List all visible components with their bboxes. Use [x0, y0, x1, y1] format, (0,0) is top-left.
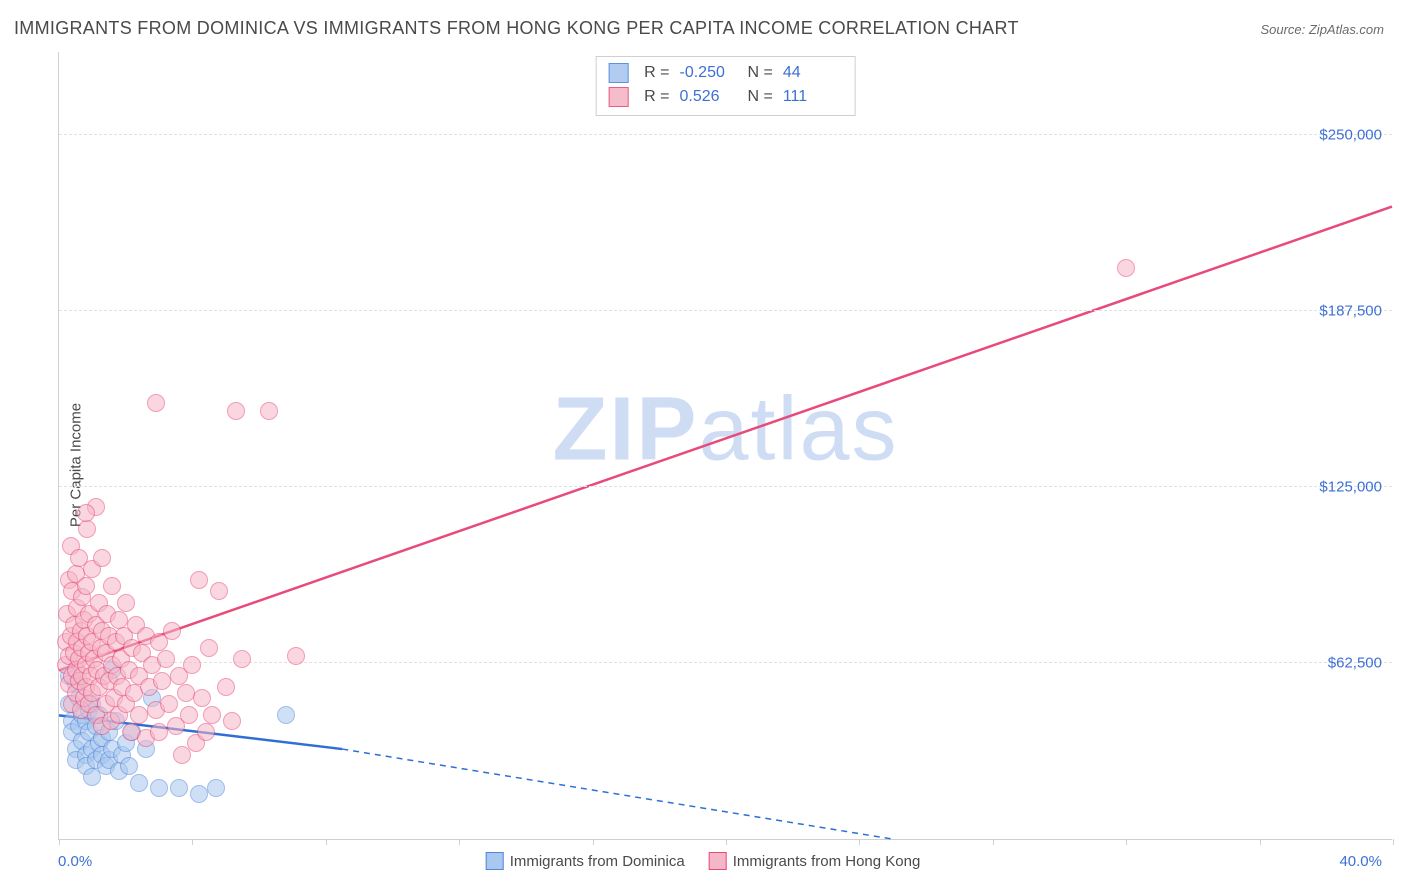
x-tick [59, 839, 60, 845]
data-point [177, 684, 195, 702]
data-point [287, 647, 305, 665]
data-point [163, 622, 181, 640]
y-tick-label: $62,500 [1328, 655, 1382, 672]
x-tick [726, 839, 727, 845]
series-swatch [486, 852, 504, 870]
data-point [197, 723, 215, 741]
n-value: 44 [783, 61, 841, 85]
data-point [260, 402, 278, 420]
stats-row: R = -0.250 N = 44 [608, 61, 841, 85]
data-point [77, 577, 95, 595]
y-tick-label: $125,000 [1319, 479, 1382, 496]
gridline [59, 310, 1392, 311]
data-point [200, 639, 218, 657]
data-point [130, 706, 148, 724]
source-attribution: Source: ZipAtlas.com [1260, 22, 1384, 37]
data-point [150, 723, 168, 741]
data-point [223, 712, 241, 730]
series-swatch [608, 63, 628, 83]
data-point [190, 785, 208, 803]
data-point [183, 656, 201, 674]
data-point [153, 672, 171, 690]
trend-line [59, 207, 1392, 671]
source-name: ZipAtlas.com [1309, 22, 1384, 37]
series-legend: Immigrants from Dominica Immigrants from … [486, 852, 921, 870]
gridline [59, 662, 1392, 663]
data-point [77, 504, 95, 522]
watermark-light: atlas [698, 379, 898, 479]
plot-area: ZIPatlas R = -0.250 N = 44 R = 0.526 N = 111 $6… [58, 52, 1392, 840]
x-tick [326, 839, 327, 845]
source-prefix: Source: [1260, 22, 1308, 37]
n-label: N = [748, 61, 773, 85]
gridline [59, 486, 1392, 487]
data-point [217, 678, 235, 696]
data-point [203, 706, 221, 724]
data-point [180, 706, 198, 724]
data-point [210, 582, 228, 600]
r-label: R = [644, 85, 669, 109]
data-point [150, 779, 168, 797]
series-swatch [709, 852, 727, 870]
data-point [277, 706, 295, 724]
data-point [117, 594, 135, 612]
data-point [1117, 259, 1135, 277]
trend-line-extrapolated [342, 749, 892, 839]
x-axis-min-label: 0.0% [58, 853, 92, 870]
data-point [190, 571, 208, 589]
trend-lines-layer [59, 52, 1392, 839]
data-point [147, 394, 165, 412]
x-tick [459, 839, 460, 845]
data-point [233, 650, 251, 668]
y-tick-label: $187,500 [1319, 303, 1382, 320]
x-tick [1260, 839, 1261, 845]
correlation-stats-box: R = -0.250 N = 44 R = 0.526 N = 111 [595, 56, 856, 116]
x-tick [1393, 839, 1394, 845]
gridline [59, 134, 1392, 135]
legend-item: Immigrants from Dominica [486, 852, 685, 870]
r-value: -0.250 [680, 61, 738, 85]
r-value: 0.526 [680, 85, 738, 109]
data-point [103, 577, 121, 595]
plot-container: Per Capita Income ZIPatlas R =-0.250N =4… [14, 52, 1392, 878]
data-point [78, 520, 96, 538]
r-label: R = [644, 61, 669, 85]
data-point [160, 695, 178, 713]
legend-label: Immigrants from Hong Kong [733, 853, 921, 870]
x-tick [1126, 839, 1127, 845]
legend-item: Immigrants from Hong Kong [709, 852, 921, 870]
data-point [130, 774, 148, 792]
data-point [170, 779, 188, 797]
data-point [207, 779, 225, 797]
stats-row: R = 0.526 N = 111 [608, 85, 841, 109]
x-tick [192, 839, 193, 845]
x-tick [993, 839, 994, 845]
series-swatch [608, 87, 628, 107]
data-point [120, 757, 138, 775]
data-point [193, 689, 211, 707]
data-point [227, 402, 245, 420]
n-label: N = [748, 85, 773, 109]
watermark-bold: ZIP [552, 379, 698, 479]
watermark: ZIPatlas [552, 378, 898, 481]
x-axis-max-label: 40.0% [1339, 853, 1382, 870]
x-tick [593, 839, 594, 845]
data-point [157, 650, 175, 668]
legend-label: Immigrants from Dominica [510, 853, 685, 870]
y-tick-label: $250,000 [1319, 127, 1382, 144]
x-tick [859, 839, 860, 845]
n-value: 111 [783, 85, 841, 109]
data-point [93, 549, 111, 567]
chart-title: IMMIGRANTS FROM DOMINICA VS IMMIGRANTS F… [14, 18, 1019, 39]
data-point [110, 611, 128, 629]
